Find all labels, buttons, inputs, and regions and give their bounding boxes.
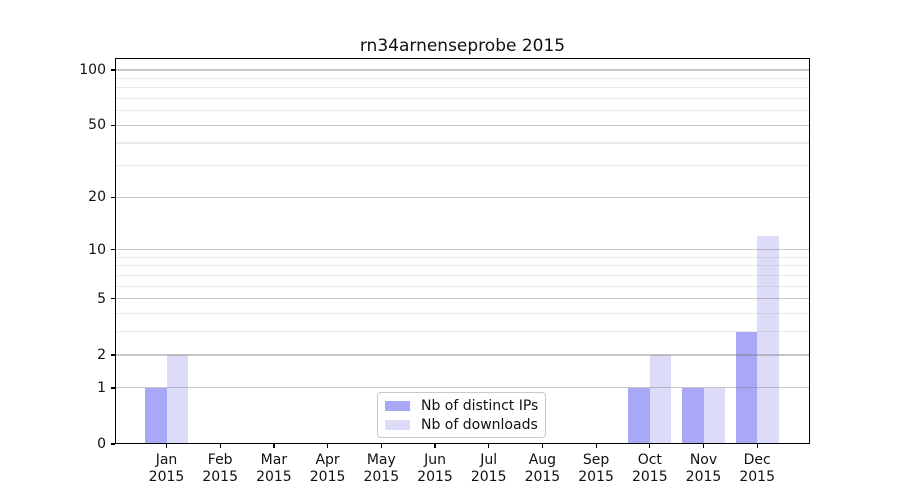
legend-item-downloads: Nb of downloads: [385, 416, 538, 433]
y-gridline-100: [116, 69, 809, 71]
x-tick-mark-oct: [649, 444, 651, 448]
y-tick-mark-50: [111, 124, 115, 126]
y-gridline-minor-70: [116, 97, 809, 100]
x-tick-label-sep: Sep 2015: [578, 452, 614, 485]
x-tick-label-feb: Feb 2015: [202, 452, 238, 485]
x-tick-mark-apr: [327, 444, 329, 448]
y-tick-mark-1: [111, 387, 115, 389]
x-tick-mark-dec: [756, 444, 758, 448]
y-gridline-50: [116, 124, 809, 126]
x-tick-label-nov: Nov 2015: [685, 452, 722, 485]
bar-distinct-ips-nov: [682, 387, 704, 443]
y-gridline-5: [116, 298, 809, 300]
bar-downloads-jan: [166, 354, 188, 443]
x-tick-mark-mar: [273, 444, 275, 448]
y-tick-label-50: 50: [88, 117, 106, 134]
x-tick-mark-aug: [541, 444, 544, 448]
y-tick-label-20: 20: [88, 189, 106, 206]
y-gridline-minor-60: [116, 110, 809, 112]
x-tick-mark-jul: [488, 444, 490, 448]
y-gridline-minor-40: [116, 142, 809, 144]
y-gridline-minor-80: [116, 87, 809, 89]
y-gridline-minor-7: [116, 274, 809, 277]
bar-distinct-ips-jan: [145, 387, 167, 443]
y-gridline-1: [116, 387, 809, 389]
y-gridline-minor-3: [116, 331, 809, 333]
y-tick-label-5: 5: [97, 290, 106, 307]
legend-label-distinct-ips: Nb of distinct IPs: [421, 397, 539, 414]
x-tick-label-jan: Jan 2015: [148, 452, 185, 485]
y-gridline-20: [116, 196, 809, 198]
y-tick-label-100: 100: [79, 61, 106, 78]
x-tick-label-aug: Aug 2015: [524, 452, 561, 485]
x-tick-mark-jun: [434, 444, 436, 448]
bar-distinct-ips-oct: [628, 387, 650, 443]
legend: Nb of distinct IPs Nb of downloads: [377, 392, 546, 438]
x-tick-mark-may: [380, 444, 382, 448]
y-tick-mark-5: [111, 298, 115, 300]
x-tick-label-jun: Jun 2015: [417, 452, 453, 485]
bar-downloads-oct: [649, 354, 672, 443]
bar-distinct-ips-dec: [735, 331, 758, 443]
y-tick-label-2: 2: [97, 346, 106, 363]
x-tick-label-dec: Dec 2015: [739, 452, 775, 485]
chart-title: rn34arnenseprobe 2015: [359, 36, 566, 56]
y-tick-mark-10: [111, 249, 115, 251]
legend-swatch-distinct-ips: [385, 400, 410, 411]
y-tick-mark-20: [111, 196, 115, 198]
y-gridline-10: [116, 249, 809, 251]
y-gridline-minor-6: [116, 285, 809, 287]
bar-downloads-nov: [703, 387, 725, 443]
y-gridline-minor-30: [116, 165, 809, 167]
legend-label-downloads: Nb of downloads: [421, 416, 538, 433]
y-tick-mark-100: [111, 69, 115, 71]
y-gridline-2: [116, 354, 809, 356]
y-tick-label-1: 1: [97, 379, 106, 396]
legend-swatch-downloads: [385, 419, 410, 430]
plot-area: [115, 58, 810, 444]
x-tick-label-jul: Jul 2015: [470, 452, 507, 485]
x-tick-label-apr: Apr 2015: [309, 452, 346, 485]
y-tick-mark-0: [111, 443, 115, 445]
y-tick-mark-2: [111, 354, 115, 356]
y-gridline-minor-90: [116, 77, 809, 79]
y-tick-label-0: 0: [97, 436, 106, 452]
legend-item-distinct-ips: Nb of distinct IPs: [385, 397, 539, 414]
y-gridline-minor-4: [116, 312, 809, 315]
x-tick-mark-jan: [165, 444, 168, 448]
x-tick-mark-feb: [219, 444, 221, 448]
x-tick-label-oct: Oct 2015: [631, 452, 668, 485]
y-tick-label-10: 10: [88, 241, 106, 258]
bar-downloads-dec: [757, 236, 779, 443]
y-gridline-minor-9: [116, 256, 809, 258]
x-tick-label-mar: Mar 2015: [256, 452, 292, 485]
x-tick-mark-sep: [595, 444, 597, 448]
y-gridline-minor-8: [116, 265, 809, 267]
x-tick-label-may: May 2015: [363, 452, 400, 485]
x-tick-mark-nov: [702, 444, 705, 448]
